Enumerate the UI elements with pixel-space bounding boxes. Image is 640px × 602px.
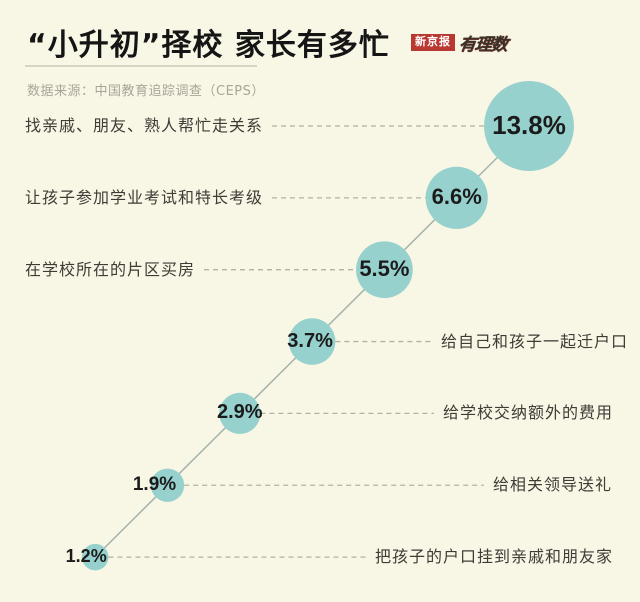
bubble <box>356 241 413 299</box>
category-label: 给学校交纳额外的费用 <box>442 403 613 423</box>
category-label: 给自己和孩子一起迁户口 <box>440 331 628 351</box>
category-label: 在学校所在的片区买房 <box>25 259 196 279</box>
publisher-logos: 新京报 有理数 <box>411 30 508 55</box>
category-label: 找亲戚、朋友、熟人帮忙走关系 <box>25 116 264 135</box>
category-label: 让孩子参加学业考试和特长考级 <box>25 187 264 207</box>
xinjingbao-logo: 新京报 <box>411 34 455 51</box>
bubble <box>81 543 109 571</box>
category-label: 给相关领导送礼 <box>492 475 612 495</box>
bubble <box>288 318 336 365</box>
bubble <box>425 166 488 229</box>
page-title: “小升初”择校 家长有多忙 <box>27 28 390 63</box>
data-source: 数据来源：中国教育追踪调查（CEPS） <box>27 84 265 99</box>
divider-line <box>25 65 257 67</box>
bubble <box>219 392 261 435</box>
bubble <box>484 81 574 171</box>
category-label: 把孩子的户口挂到亲戚和朋友家 <box>374 547 613 567</box>
bubble <box>150 468 185 502</box>
